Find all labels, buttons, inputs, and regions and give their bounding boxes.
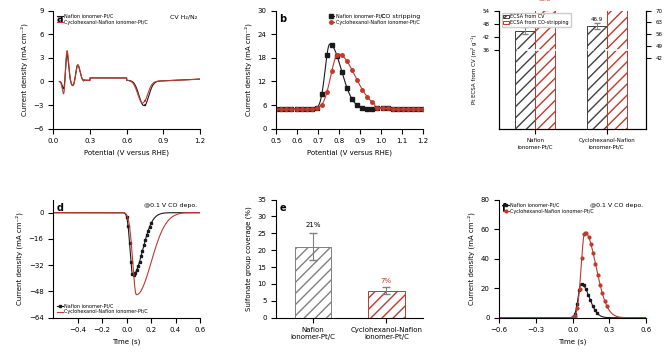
Legend: Nafion ionomer-Pt/C, Cyclohexanol-Nafion ionomer-Pt/C: Nafion ionomer-Pt/C, Cyclohexanol-Nafion… [501, 202, 595, 215]
Legend: Nafion ionomer-Pt/C, Cyclohexanol-Nafion ionomer-Pt/C: Nafion ionomer-Pt/C, Cyclohexanol-Nafion… [56, 303, 149, 315]
Text: e: e [279, 203, 286, 213]
Cyclohexanol-Nafion ionomer-Pt/C [184, 78, 192, 82]
Cyclohexanol-Nafion ionomer-Pt/C [112, 76, 120, 80]
Bar [515, 31, 535, 129]
Text: 21%: 21% [305, 222, 321, 228]
Text: 46.9: 46.9 [591, 17, 603, 22]
Line: Nafion ionomer-Pt/C: Nafion ionomer-Pt/C [59, 55, 206, 106]
Text: CO stripping: CO stripping [381, 14, 420, 19]
Cyclohexanol-Nafion ionomer-Pt/C [139, 101, 147, 105]
Legend: ECSA from CV, ECSA from CO-stripping: ECSA from CV, ECSA from CO-stripping [501, 13, 571, 27]
Text: 7%: 7% [381, 278, 392, 284]
Y-axis label: Current density (mA cm⁻²): Current density (mA cm⁻²) [15, 212, 23, 305]
Nafion ionomer-Pt/C [202, 77, 210, 81]
Nafion ionomer-Pt/C [72, 68, 80, 72]
X-axis label: Time (s): Time (s) [113, 339, 141, 346]
Nafion ionomer-Pt/C [55, 79, 63, 84]
Cyclohexanol-Nafion ionomer-Pt/C [118, 76, 126, 80]
Bar [294, 247, 331, 318]
Text: a: a [56, 14, 63, 24]
Cyclohexanol-Nafion ionomer-Pt/C [63, 48, 71, 53]
Text: @0.1 V CO depo.: @0.1 V CO depo. [144, 203, 197, 208]
Cyclohexanol-Nafion ionomer-Pt/C [55, 79, 63, 84]
Cyclohexanol-Nafion ionomer-Pt/C [81, 78, 89, 82]
Bar [587, 26, 607, 129]
Nafion ionomer-Pt/C [81, 78, 89, 82]
Line: Cyclohexanol-Nafion ionomer-Pt/C: Cyclohexanol-Nafion ionomer-Pt/C [59, 50, 206, 103]
X-axis label: Time (s): Time (s) [559, 339, 587, 346]
Text: CV H₂/N₂: CV H₂/N₂ [170, 14, 197, 19]
Text: c: c [502, 14, 508, 24]
Bar [368, 291, 405, 318]
Cyclohexanol-Nafion ionomer-Pt/C [202, 77, 210, 81]
X-axis label: Potential (V versus RHE): Potential (V versus RHE) [84, 150, 169, 156]
Y-axis label: Current density (mA cm⁻²): Current density (mA cm⁻²) [244, 23, 252, 116]
Text: d: d [56, 203, 63, 213]
Text: @0.1 V CO depo.: @0.1 V CO depo. [590, 203, 643, 208]
Legend: Nafion ionomer-Pt/C, Cyclohexanol-Nafion ionomer-Pt/C: Nafion ionomer-Pt/C, Cyclohexanol-Nafion… [328, 13, 420, 26]
Nafion ionomer-Pt/C [141, 104, 149, 108]
Nafion ionomer-Pt/C [199, 77, 207, 81]
Text: f: f [502, 203, 506, 213]
X-axis label: Potential (V versus RHE): Potential (V versus RHE) [307, 150, 392, 156]
Y-axis label: Current density (mA cm⁻²): Current density (mA cm⁻²) [468, 212, 475, 305]
Bar [607, 0, 627, 129]
Nafion ionomer-Pt/C [118, 76, 126, 80]
Nafion ionomer-Pt/C [112, 76, 120, 80]
Y-axis label: Pt ECSA from CV (m² g⁻¹): Pt ECSA from CV (m² g⁻¹) [471, 35, 477, 104]
Text: 55.8: 55.8 [539, 0, 551, 2]
Bar [535, 7, 555, 129]
Y-axis label: Sulfonate group coverage (%): Sulfonate group coverage (%) [246, 206, 252, 311]
Nafion ionomer-Pt/C [184, 78, 192, 82]
Y-axis label: Current density (mA cm⁻²): Current density (mA cm⁻²) [20, 23, 27, 116]
Cyclohexanol-Nafion ionomer-Pt/C [72, 69, 80, 73]
Nafion ionomer-Pt/C [63, 53, 71, 57]
Cyclohexanol-Nafion ionomer-Pt/C [199, 77, 207, 81]
Text: b: b [279, 14, 286, 24]
Legend: Nafion ionomer-Pt/C, Cyclohexanol-Nafion ionomer-Pt/C: Nafion ionomer-Pt/C, Cyclohexanol-Nafion… [56, 13, 149, 26]
Text: 44.8: 44.8 [519, 21, 531, 26]
